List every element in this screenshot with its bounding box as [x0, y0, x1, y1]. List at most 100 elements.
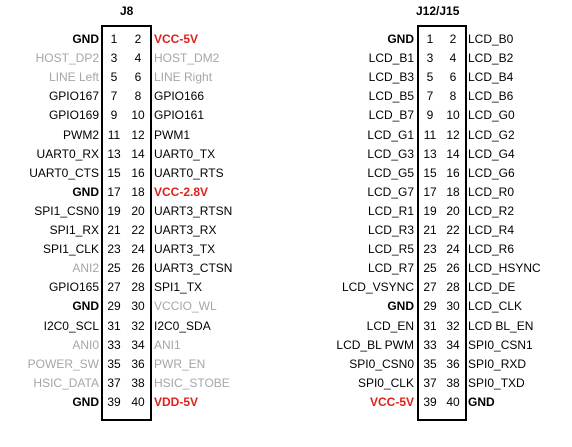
pin-label-right-j12-j15: LCD_HSYNC	[468, 261, 541, 275]
pin-label-right-j8: VDD-5V	[154, 395, 199, 409]
pin-label-right-j8: HSIC_STOBE	[154, 376, 230, 390]
pin-number-j8: 33	[107, 338, 121, 352]
pin-label-right-j12-j15: LCD BL_EN	[468, 319, 534, 333]
pin-label-left-j8: POWER_SW	[27, 357, 99, 371]
pin-number-j12-j15: 4	[449, 51, 457, 65]
pin-number-j12-j15: 35	[423, 357, 437, 371]
pin-label-left-j8: GND	[72, 299, 99, 313]
pin-number-j12-j15: 22	[446, 223, 460, 237]
pin-number-j12-j15: 33	[423, 338, 437, 352]
pin-label-right-j8: PWM1	[154, 128, 190, 142]
pin-label-left-j12-j15: GND	[387, 299, 414, 313]
pin-label-left-j12-j15: LCD_G3	[367, 147, 414, 161]
pin-number-j8: 35	[107, 357, 121, 371]
pin-label-left-j8: UART0_RX	[36, 147, 99, 161]
pin-label-left-j12-j15: LCD_R5	[367, 242, 414, 256]
pin-label-right-j12-j15: LCD_R4	[468, 223, 515, 237]
pin-number-j12-j15: 8	[449, 89, 457, 103]
pin-number-j12-j15: 23	[423, 242, 437, 256]
pin-number-j12-j15: 25	[423, 261, 437, 275]
pin-number-j12-j15: 21	[423, 223, 437, 237]
pin-label-left-j8: GND	[72, 185, 99, 199]
pin-number-j12-j15: 40	[446, 395, 460, 409]
pin-label-right-j12-j15: SPI0_RXD	[468, 357, 527, 371]
pin-number-j8: 16	[131, 166, 145, 180]
pin-number-j12-j15: 24	[446, 242, 460, 256]
pin-number-j12-j15: 1	[426, 32, 434, 46]
pin-number-j8: 1	[110, 32, 118, 46]
pin-number-j12-j15: 20	[446, 204, 460, 218]
pin-label-right-j12-j15: LCD_R6	[468, 242, 515, 256]
pin-label-left-j8: HSIC_DATA	[33, 376, 99, 390]
pin-number-j12-j15: 28	[446, 280, 460, 294]
pin-number-j12-j15: 2	[449, 32, 457, 46]
pin-label-left-j12-j15: LCD_R7	[367, 261, 414, 275]
pin-number-j12-j15: 7	[426, 89, 434, 103]
pin-label-right-j8: ANI1	[154, 338, 181, 352]
pin-label-right-j12-j15: LCD_G6	[468, 166, 515, 180]
pin-number-j8: 22	[131, 223, 145, 237]
pin-number-j8: 5	[110, 70, 118, 84]
pin-label-right-j8: HOST_DM2	[154, 51, 220, 65]
pin-number-j8: 8	[134, 89, 142, 103]
pin-number-j8: 34	[131, 338, 145, 352]
pin-label-right-j8: UART3_CTSN	[154, 261, 233, 275]
pin-label-right-j8: GPIO166	[154, 89, 205, 103]
pin-label-left-j8: GND	[72, 32, 99, 46]
pin-number-j8: 10	[131, 108, 145, 122]
pin-label-left-j12-j15: LCD_B7	[368, 108, 414, 122]
pin-number-j12-j15: 31	[423, 319, 437, 333]
pin-number-j8: 15	[107, 166, 121, 180]
pin-number-j8: 24	[131, 242, 145, 256]
pin-label-right-j8: VCC-5V	[154, 32, 199, 46]
pin-number-j8: 17	[107, 185, 121, 199]
pin-label-left-j12-j15: GND	[387, 32, 414, 46]
pin-number-j12-j15: 18	[446, 185, 460, 199]
pin-label-left-j12-j15: LCD_VSYNC	[341, 280, 414, 294]
pin-number-j8: 29	[107, 299, 121, 313]
pin-label-right-j8: VCC-2.8V	[154, 185, 209, 199]
connector-title-j12-j15: J12/J15	[416, 4, 460, 18]
pin-number-j8: 7	[110, 89, 118, 103]
pin-number-j8: 40	[131, 395, 145, 409]
pin-number-j12-j15: 5	[426, 70, 434, 84]
pin-label-left-j12-j15: LCD_B3	[368, 70, 414, 84]
pin-label-right-j12-j15: LCD_G2	[468, 128, 515, 142]
pin-number-j8: 4	[134, 51, 142, 65]
pin-number-j8: 27	[107, 280, 121, 294]
pin-label-right-j12-j15: LCD_B0	[468, 32, 514, 46]
pin-number-j12-j15: 16	[446, 166, 460, 180]
pin-label-left-j12-j15: SPI0_CLK	[357, 376, 414, 390]
pin-number-j8: 18	[131, 185, 145, 199]
pin-number-j8: 11	[107, 128, 121, 142]
pin-label-right-j8: I2C0_SDA	[154, 319, 211, 333]
pin-label-right-j8: SPI1_TX	[154, 280, 203, 294]
pin-label-left-j12-j15: LCD_B5	[368, 89, 414, 103]
pin-number-j8: 37	[107, 376, 121, 390]
pin-label-right-j12-j15: GND	[468, 395, 495, 409]
pin-number-j12-j15: 9	[426, 108, 434, 122]
pin-number-j8: 21	[107, 223, 121, 237]
pin-number-j12-j15: 38	[446, 376, 460, 390]
pin-number-j12-j15: 3	[426, 51, 434, 65]
pin-label-left-j8: GPIO169	[48, 108, 99, 122]
pin-label-left-j8: LINE Left	[48, 70, 99, 84]
pin-label-right-j8: UART3_TX	[154, 242, 216, 256]
pin-label-left-j8: GND	[72, 395, 99, 409]
pin-label-right-j12-j15: LCD_R2	[468, 204, 515, 218]
pin-label-left-j12-j15: LCD_R1	[367, 204, 414, 218]
pin-number-j12-j15: 34	[446, 338, 460, 352]
pin-number-j8: 36	[131, 357, 145, 371]
pin-label-left-j8: HOST_DP2	[35, 51, 99, 65]
pin-label-right-j12-j15: LCD_B6	[468, 89, 514, 103]
pin-label-right-j12-j15: SPI0_CSN1	[468, 338, 533, 352]
pin-number-j8: 31	[107, 319, 121, 333]
pin-number-j12-j15: 32	[446, 319, 460, 333]
pin-number-j8: 25	[107, 261, 121, 275]
pin-number-j12-j15: 27	[423, 280, 437, 294]
pin-label-right-j12-j15: LCD_R0	[468, 185, 515, 199]
pin-number-j12-j15: 17	[423, 185, 437, 199]
pin-number-j12-j15: 6	[449, 70, 457, 84]
pin-number-j12-j15: 15	[423, 166, 437, 180]
pin-number-j8: 3	[110, 51, 118, 65]
